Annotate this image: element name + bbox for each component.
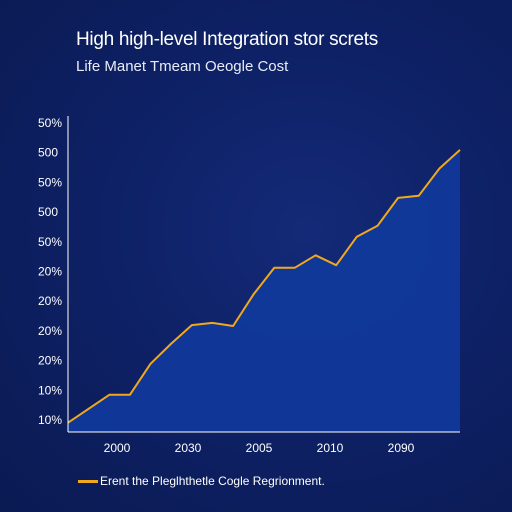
- y-tick-label: 20%: [38, 354, 62, 368]
- chart-title: High high-level Integration stor screts: [76, 29, 378, 50]
- legend-swatch: [78, 479, 98, 483]
- y-tick-label: 20%: [38, 265, 62, 279]
- y-tick-labels: 50% 500 50% 500 50% 20% 20% 20% 20% 10% 10%: [38, 116, 62, 427]
- y-tick-label: 20%: [38, 294, 62, 308]
- area-fill: [68, 149, 460, 432]
- x-tick-label: 2005: [246, 441, 273, 455]
- y-tick-label: 10%: [38, 413, 62, 427]
- x-tick-labels: 2000 2030 2005 2010 2090: [104, 441, 415, 455]
- x-tick-label: 2090: [388, 441, 415, 455]
- x-tick-label: 2000: [104, 441, 131, 455]
- chart-subtitle: Life Manet Tmeam Oeogle Cost: [76, 58, 289, 75]
- x-tick-label: 2030: [175, 441, 202, 455]
- y-tick-label: 10%: [38, 383, 62, 397]
- legend: Erent the Pleglhthetle Cogle Regrionment…: [78, 474, 325, 488]
- y-tick-label: 50%: [38, 175, 62, 189]
- x-tick-label: 2010: [317, 441, 344, 455]
- y-tick-label: 500: [38, 146, 58, 160]
- y-tick-label: 50%: [38, 116, 62, 130]
- legend-label: Erent the Pleglhthetle Cogle Regrionment…: [100, 474, 325, 488]
- y-tick-label: 50%: [38, 235, 62, 249]
- y-tick-label: 20%: [38, 324, 62, 338]
- y-tick-label: 500: [38, 205, 58, 219]
- series-line: [67, 149, 461, 424]
